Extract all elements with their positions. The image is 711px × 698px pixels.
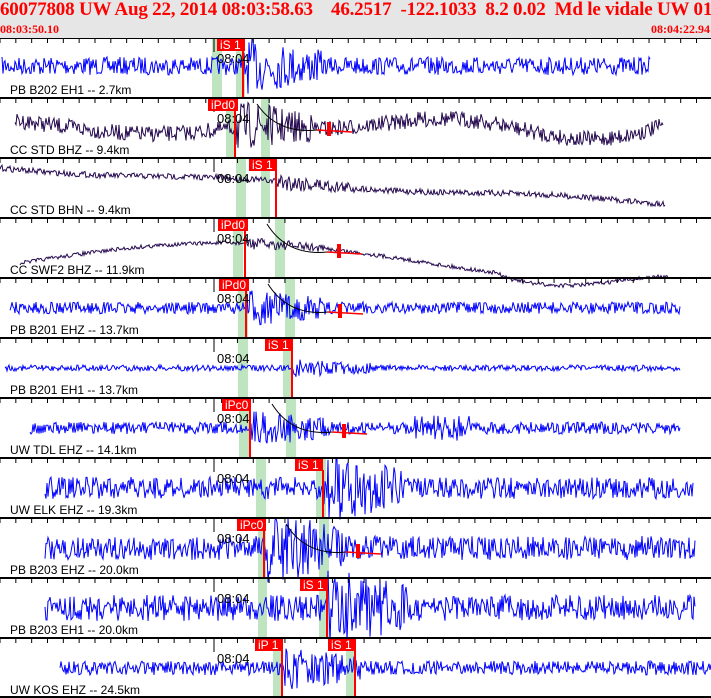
waveform-trace — [59, 648, 711, 690]
end-time: 08:04:22.94 — [651, 22, 710, 36]
station-label: UW KOS EHZ -- 24.5km — [10, 683, 141, 697]
station-label: CC STD BHZ -- 9.4km — [10, 143, 130, 157]
waveform-trace — [14, 101, 664, 148]
phase-pick-label[interactable]: iPc0 — [237, 519, 267, 531]
minute-label: 08:04 — [217, 291, 250, 306]
pick-window — [256, 458, 266, 518]
coda-curve — [285, 523, 347, 553]
pick-window — [275, 218, 285, 278]
phase-pick-label[interactable]: iS 1 — [265, 339, 293, 351]
coda-curve — [266, 223, 328, 253]
waveform-trace — [4, 359, 681, 378]
phase-pick-label[interactable]: iPd0 — [208, 99, 239, 111]
coda-curve — [256, 103, 318, 131]
waveform-trace — [0, 163, 666, 208]
coda-fit — [326, 251, 363, 255]
coda-fit — [316, 129, 353, 133]
waveform-trace — [44, 570, 696, 645]
pick-window — [258, 578, 267, 638]
phase-pick-label[interactable]: iS 1 — [295, 459, 323, 471]
waveform-trace — [44, 458, 694, 520]
phase-pick-label[interactable]: iPd0 — [218, 219, 249, 231]
seismogram-panel[interactable]: iS 1 08:04 PB B202 EH1 -- 2.7km iPd0 08:04 CC… — [0, 38, 711, 698]
station-label: PB B201 EHZ -- 13.7km — [10, 323, 139, 337]
station-label: PB B202 EH1 -- 2.7km — [10, 83, 132, 97]
pick-window — [236, 158, 246, 218]
phase-pick-label[interactable]: iS 1 — [328, 639, 356, 651]
phase-pick-label[interactable]: iS 1 — [300, 579, 328, 591]
station-label: UW ELK EHZ -- 19.3km — [10, 503, 138, 517]
coda-marker — [337, 244, 341, 258]
coda-fit — [345, 551, 382, 555]
coda-marker — [327, 122, 331, 136]
coda-fit — [327, 311, 364, 315]
phase-pick-label[interactable]: iP 1 — [255, 639, 283, 651]
phase-pick-label[interactable]: iS 1 — [249, 159, 277, 171]
waveform-trace — [29, 411, 681, 444]
waveform-canvas[interactable] — [0, 38, 711, 698]
waveform-trace — [9, 290, 681, 326]
start-time: 08:03:50.10 — [0, 22, 59, 36]
minute-label: 08:04 — [217, 531, 250, 546]
station-label: PB B203 EHZ -- 20.0km — [10, 563, 139, 577]
station-label: PB B201 EH1 -- 13.7km — [10, 383, 139, 397]
pick-window — [346, 638, 356, 698]
coda-curve — [271, 403, 333, 433]
minute-label: 08:04 — [217, 111, 250, 126]
station-label: CC SWF2 BHZ -- 11.9km — [10, 263, 145, 277]
minute-label: 08:04 — [217, 411, 250, 426]
pick-window — [233, 218, 243, 278]
coda-curve — [267, 283, 329, 313]
minute-label: 08:04 — [217, 231, 250, 246]
coda-marker — [338, 304, 342, 318]
coda-fit — [331, 431, 368, 435]
phase-pick-label[interactable]: iPd0 — [219, 279, 250, 291]
minute-label: 08:04 — [217, 51, 250, 66]
minute-label: 08:04 — [217, 471, 250, 486]
pick-window — [212, 38, 222, 98]
coda-marker — [356, 544, 360, 558]
station-label: PB B203 EH1 -- 20.0km — [10, 623, 139, 637]
pick-window — [273, 638, 283, 698]
waveform-trace — [44, 517, 696, 583]
minute-label: 08:04 — [217, 171, 250, 186]
pick-window — [239, 398, 249, 458]
coda-marker — [342, 424, 346, 438]
pick-window — [319, 518, 329, 578]
pick-window — [236, 38, 245, 98]
station-label: CC STD BHN -- 9.4km — [10, 203, 131, 217]
waveform-trace — [1, 38, 651, 94]
minute-label: 08:04 — [217, 651, 250, 666]
phase-pick-label[interactable]: iPc0 — [222, 399, 252, 411]
phase-pick-label[interactable]: iS 1 — [217, 39, 245, 51]
pick-window — [258, 518, 266, 578]
pick-window — [316, 458, 326, 518]
pick-window — [261, 158, 270, 218]
pick-window — [283, 338, 292, 398]
pick-window — [238, 278, 248, 338]
event-title: 60077808 UW Aug 22, 2014 08:03:58.63 46.… — [0, 0, 711, 20]
minute-label: 08:04 — [217, 591, 250, 606]
minute-label: 08:04 — [217, 351, 250, 366]
station-label: UW TDL EHZ -- 14.1km — [10, 443, 137, 457]
